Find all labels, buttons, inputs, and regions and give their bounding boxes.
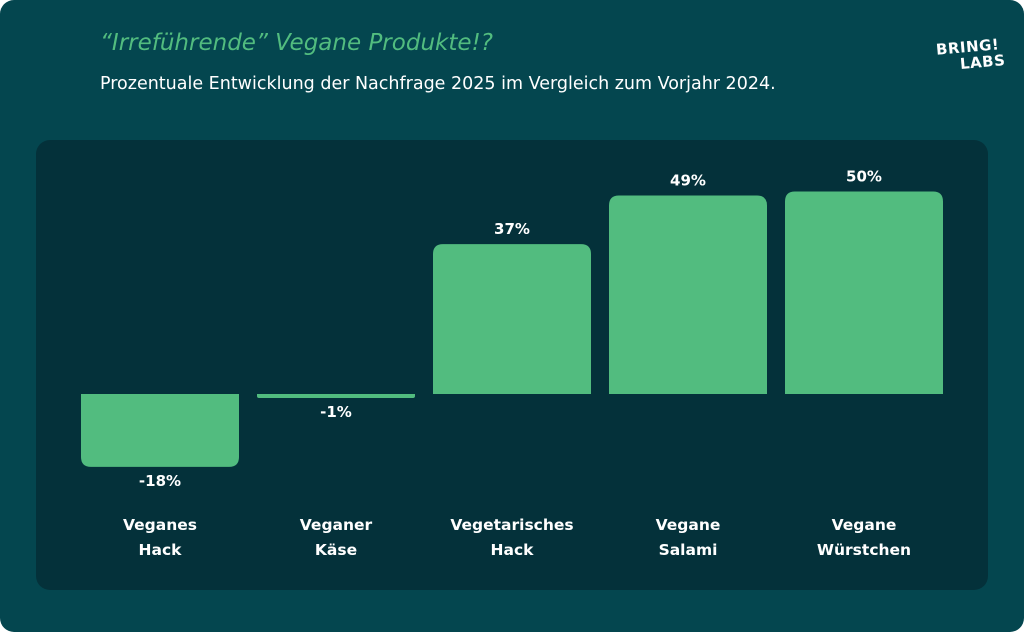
data-label: 50%	[846, 168, 882, 186]
category-label: Hack	[491, 541, 535, 559]
category-label: Veganes	[123, 516, 197, 534]
category-label: Veganer	[300, 516, 373, 534]
category-label: Vegane	[656, 516, 721, 534]
category-label: Würstchen	[817, 541, 911, 559]
category-label: Käse	[315, 541, 357, 559]
category-label: Vegetarisches	[450, 516, 573, 534]
bar	[785, 191, 943, 394]
bar	[81, 394, 239, 467]
data-label: -18%	[139, 472, 181, 490]
bar	[257, 394, 415, 399]
chart-title: “Irreführende” Vegane Produkte!?	[100, 30, 493, 56]
category-label: Salami	[659, 541, 718, 559]
category-label: Hack	[139, 541, 183, 559]
data-label: 37%	[494, 220, 530, 238]
category-label: Vegane	[832, 516, 897, 534]
data-label: -1%	[320, 403, 352, 421]
data-label: 49%	[670, 172, 706, 190]
bar	[609, 195, 767, 394]
chart-subtitle: Prozentuale Entwicklung der Nachfrage 20…	[100, 74, 776, 94]
bar	[433, 244, 591, 394]
